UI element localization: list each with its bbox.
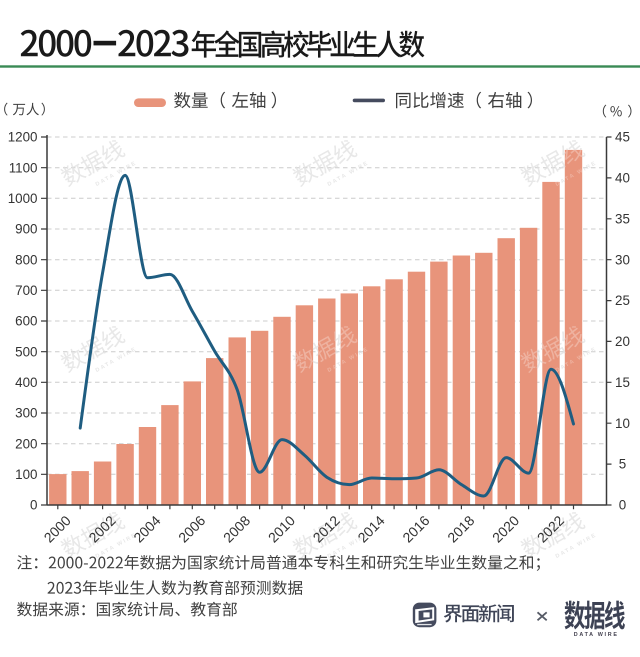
- svg-text:600: 600: [15, 314, 37, 329]
- svg-text:0: 0: [619, 498, 626, 513]
- svg-text:25: 25: [615, 293, 630, 308]
- svg-text:1000: 1000: [8, 191, 38, 206]
- svg-text:35: 35: [615, 211, 630, 226]
- svg-text:100: 100: [15, 467, 37, 482]
- svg-text:400: 400: [15, 375, 37, 390]
- svg-text:20: 20: [615, 334, 630, 349]
- svg-text:15: 15: [615, 375, 630, 390]
- svg-text:10: 10: [615, 416, 630, 431]
- svg-text:30: 30: [615, 252, 630, 267]
- svg-text:45: 45: [615, 130, 630, 145]
- svg-text:40: 40: [615, 171, 630, 186]
- svg-text:0: 0: [30, 498, 37, 513]
- svg-text:1200: 1200: [8, 130, 38, 145]
- svg-text:500: 500: [15, 344, 37, 359]
- svg-text:300: 300: [15, 406, 37, 421]
- svg-text:200: 200: [15, 436, 37, 451]
- svg-text:1100: 1100: [9, 160, 38, 175]
- svg-text:900: 900: [15, 222, 37, 237]
- svg-text:5: 5: [619, 457, 626, 472]
- svg-text:800: 800: [15, 252, 37, 267]
- svg-text:DATA WIRE: DATA WIRE: [574, 632, 619, 638]
- svg-text:700: 700: [15, 283, 37, 298]
